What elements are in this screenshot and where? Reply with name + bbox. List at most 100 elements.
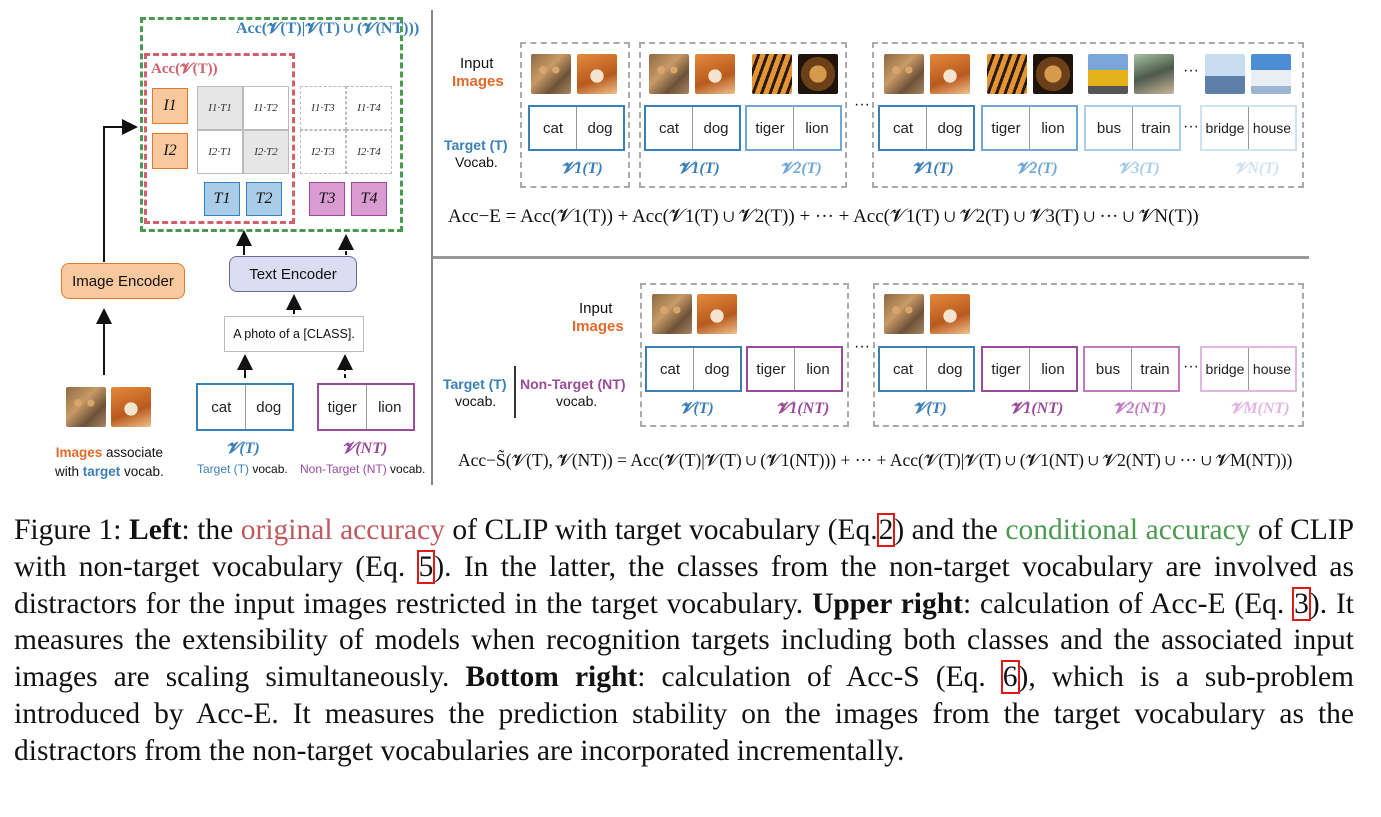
upper-group-1 [520, 42, 630, 188]
image-token-i2: I2 [152, 133, 188, 169]
house-image [1251, 54, 1291, 94]
cat-image [884, 54, 924, 94]
bus-image [1088, 54, 1128, 94]
eq-ref-6[interactable]: 6 [1000, 660, 1020, 695]
target-word: target [82, 464, 121, 479]
nontarget-vocab-caption: Non-Target (NT) vocab. [300, 462, 425, 476]
vocab-lion: lion [793, 107, 840, 149]
vocab-dog: dog [926, 107, 973, 149]
upper-images-label: Images [452, 73, 504, 90]
acc-s-formula: Acc−S̃(𝓥(T), 𝓥(NT)) = Acc(𝓥(T)|𝓥(T) ∪ (𝓥… [458, 450, 1293, 470]
vocab-cat: cat [892, 360, 913, 378]
vocab-tiger: tiger [991, 360, 1021, 378]
train-image [1134, 54, 1174, 94]
v2-symbol: 𝓥2(T) [1016, 160, 1058, 177]
lower-nontarget-label: Non-Target (NT) [520, 376, 626, 392]
with-word: with [55, 464, 83, 479]
conditional-accuracy-label: Acc(𝓥(T)|𝓥(T) ∪ (𝓥(NT))) [236, 20, 420, 37]
vocab-box-na: cat dog [878, 105, 975, 151]
vn-symbol: 𝓥N(T) [1234, 160, 1280, 177]
lower-group-n [873, 283, 1304, 427]
caption-text: : calculation of Acc-E (Eq. [962, 587, 1294, 620]
caption-original-accuracy: original accuracy [240, 514, 445, 546]
lion-image [798, 54, 838, 94]
vocab-dog: dog [244, 385, 293, 429]
vocab-lion: lion [1029, 348, 1076, 390]
upper-ellipsis: ··· [1183, 62, 1199, 79]
cat-image [531, 54, 571, 94]
sim-cell: I2·T1 [197, 130, 243, 174]
v2nt-symbol: 𝓥2(NT) [1113, 400, 1167, 417]
nontarget-word: Non-Target (NT) [300, 462, 387, 476]
vocab-bridge: bridge [1205, 120, 1245, 136]
vocab-tiger: tiger [327, 398, 357, 416]
upper-group-n [872, 42, 1304, 188]
image-token-i1: I1 [152, 88, 188, 124]
sim-cell: I2·T4 [346, 130, 392, 174]
upper-group-2 [639, 42, 847, 188]
caption-text: ). In the latter, the classes from the n… [14, 550, 1354, 620]
eq-ref-2[interactable]: 2 [876, 513, 896, 547]
i2-label: I2 [163, 142, 177, 159]
eq-ref-3[interactable]: 3 [1292, 586, 1311, 621]
cat-image [649, 54, 689, 94]
caption-conditional-accuracy: conditional accuracy [1005, 514, 1251, 546]
sim-cell: I2·T2 [243, 130, 289, 174]
figure-caption: Figure 1: Left: the original accuracy of… [14, 512, 1354, 770]
upper-input-label: Input [460, 55, 494, 72]
text-token-t2: T2 [246, 182, 282, 216]
caption-text: : the [181, 514, 241, 546]
vocab-box-1: cat dog [528, 105, 625, 151]
vmnt-symbol: 𝓥M(NT) [1230, 400, 1290, 417]
lower-separator [514, 366, 516, 418]
sim-cell: I1·T4 [346, 86, 392, 130]
bridge-image [1205, 54, 1245, 94]
vocab-word: vocab. [120, 464, 164, 479]
vertical-divider [431, 10, 433, 485]
prompt-template: A photo of a [CLASS]. [224, 316, 364, 352]
vocab-tiger: tiger [991, 119, 1021, 137]
dog-image [697, 294, 737, 334]
caption-text: : calculation of Acc-S (Eq. [637, 661, 1002, 694]
text-token-t4: T4 [351, 182, 387, 216]
cat-image [652, 294, 692, 334]
v3-symbol: 𝓥3(T) [1118, 160, 1160, 177]
vocab-train: train [1132, 107, 1179, 149]
caption-text: ) and the [894, 514, 1006, 546]
v1nt-symbol: 𝓥1(NT) [1010, 400, 1064, 417]
upper-ellipsis: ··· [1183, 118, 1199, 135]
eq-ref-5[interactable]: 5 [416, 549, 436, 584]
vocab-dog: dog [692, 107, 739, 149]
cat-image [66, 387, 106, 427]
vocab-bus: bus [1096, 119, 1122, 137]
lower-vocab-box-1a: cat dog [645, 346, 742, 392]
tiger-image [987, 54, 1027, 94]
dog-image [577, 54, 617, 94]
vocab-dog: dog [576, 107, 623, 149]
lower-vocab-box-nd: bridge house [1200, 346, 1297, 392]
upper-target-label: Target (T) [444, 137, 508, 153]
vocab-tiger: tiger [755, 119, 785, 137]
vocab-cat: cat [211, 398, 232, 416]
caption-bold-upper-right: Upper right [812, 587, 963, 620]
vocab-house: house [1248, 107, 1295, 149]
sim-cell: I1·T1 [197, 86, 243, 130]
text-encoder: Text Encoder [229, 256, 357, 292]
original-accuracy-label: Acc(𝓥(T)) [151, 61, 218, 77]
upper-ellipsis: ··· [854, 96, 870, 113]
caption-text: of CLIP with non-target vocabulary (Eq. [14, 514, 1355, 583]
vocab-dog: dog [693, 348, 740, 390]
vocab-house: house [1248, 348, 1295, 390]
horizontal-divider [433, 256, 1309, 259]
original-accuracy-box [144, 53, 295, 224]
lower-vocab-box-nc: bus train [1083, 346, 1180, 392]
lower-vocab-label: vocab. [455, 393, 497, 409]
lower-ellipsis: ··· [854, 338, 870, 355]
vocab-cat: cat [892, 119, 913, 137]
lower-ellipsis: ··· [1183, 358, 1199, 375]
acc-e-formula: Acc−E = Acc(𝓥1(T)) + Acc(𝓥1(T) ∪ 𝓥2(T)) … [448, 206, 1199, 227]
caption-text: Figure 1: [14, 514, 130, 546]
upper-vocab-label: Vocab. [455, 154, 498, 170]
vocab-bridge: bridge [1205, 361, 1245, 377]
v1-symbol: 𝓥1(T) [678, 160, 720, 177]
